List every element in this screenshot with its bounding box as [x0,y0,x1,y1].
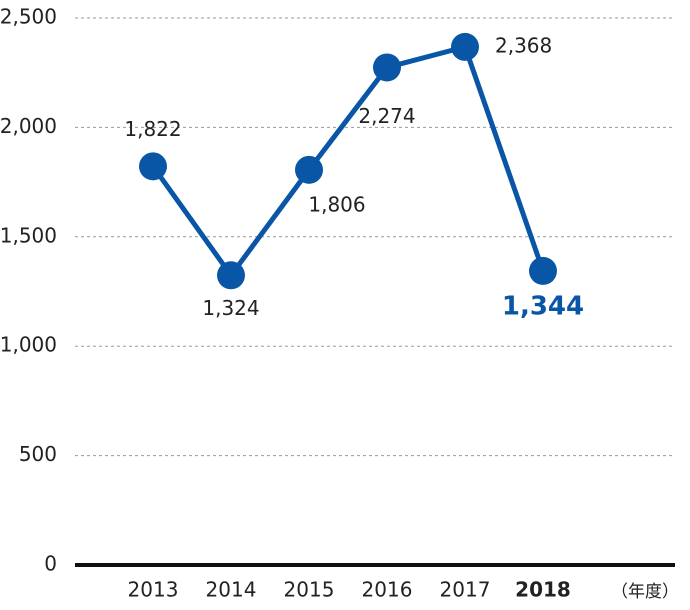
x-tick-label: 2015 [284,578,335,602]
x-tick-label: 2014 [206,578,257,602]
data-label: 1,344 [502,291,584,321]
x-tick-label: 2018 [515,578,571,602]
y-tick-label: 0 [44,552,57,576]
x-tick-label: 2017 [440,578,491,602]
data-point [139,152,167,181]
x-tick-label: 2013 [128,578,179,602]
data-point [373,53,401,82]
y-tick-label: 500 [19,442,57,466]
data-point [217,261,245,290]
x-tick-label: 2016 [362,578,413,602]
x-unit-label: （年度） [611,582,679,602]
data-label: 2,274 [358,104,415,128]
data-label: 1,822 [124,117,181,141]
y-tick-label: 2,000 [0,114,57,138]
data-point [295,155,323,184]
data-label: 2,368 [495,33,552,57]
y-tick-label: 2,500 [0,5,57,29]
data-point [529,256,557,285]
data-point [451,32,479,61]
y-tick-label: 1,000 [0,333,57,357]
series-line [150,44,546,278]
data-label: 1,806 [308,192,365,216]
y-tick-label: 1,500 [0,223,57,247]
data-label: 1,324 [202,296,259,320]
